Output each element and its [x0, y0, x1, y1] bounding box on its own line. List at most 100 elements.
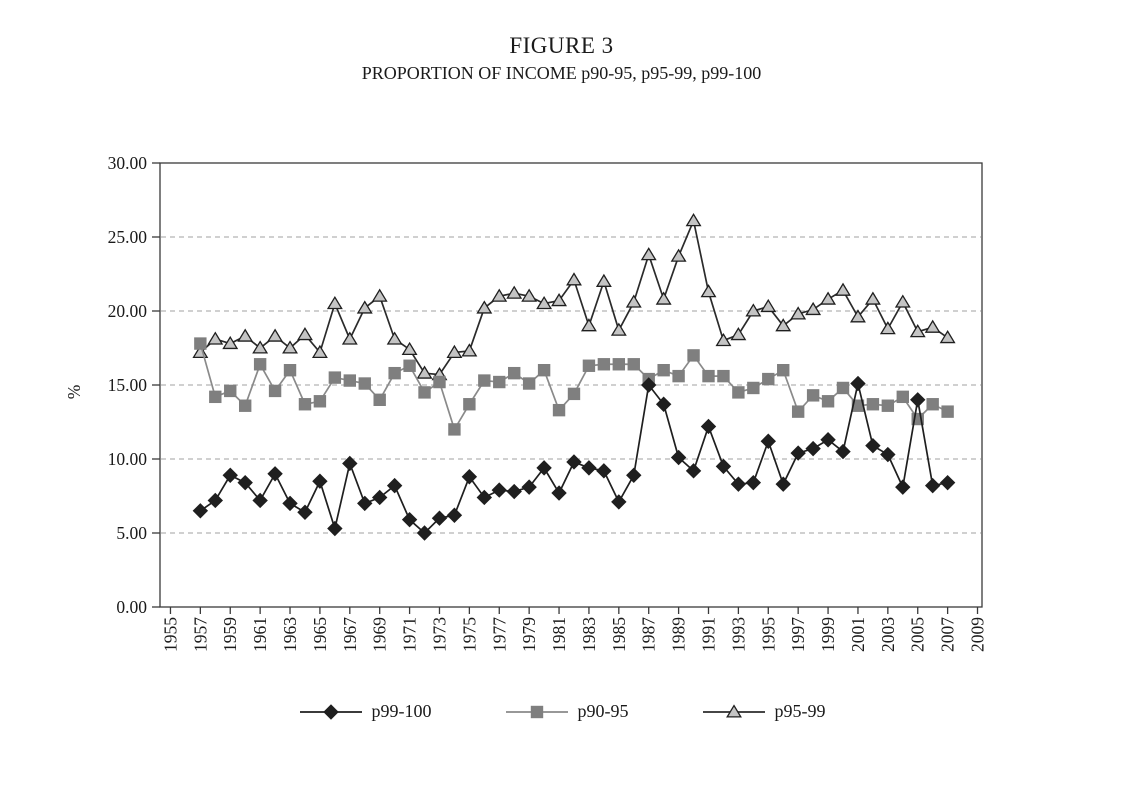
y-tick-label: 20.00 — [108, 301, 148, 321]
x-tick-label: 1991 — [698, 617, 718, 652]
diamond-marker-icon — [192, 503, 209, 519]
diamond-marker-icon — [342, 455, 358, 472]
triangle-marker-icon — [386, 331, 403, 345]
diamond-marker-icon — [820, 432, 836, 448]
square-marker-icon — [418, 386, 431, 399]
triangle-marker-icon — [580, 318, 597, 332]
diamond-marker-icon — [357, 495, 373, 512]
diamond-marker-icon — [416, 525, 433, 541]
diamond-marker-icon — [655, 396, 672, 412]
square-marker-icon — [717, 369, 730, 383]
x-tick-label: 1993 — [728, 617, 748, 652]
diamond-marker-icon — [207, 492, 224, 509]
square-marker-icon — [926, 398, 939, 411]
square-marker-icon — [836, 381, 850, 395]
diamond-marker-icon — [551, 485, 567, 501]
square-marker-icon — [224, 384, 237, 398]
x-tick-label: 2001 — [848, 617, 868, 652]
x-tick-label: 1959 — [220, 617, 240, 652]
triangle-marker-icon — [775, 318, 792, 332]
square-marker-icon — [597, 358, 611, 371]
legend-label: p95-99 — [774, 701, 826, 721]
x-tick-label: 1981 — [549, 617, 569, 652]
square-marker-icon — [238, 399, 252, 412]
x-tick-label: 2005 — [908, 617, 928, 652]
diamond-marker-icon — [939, 474, 956, 491]
diamond-marker-icon — [596, 463, 612, 479]
square-marker-icon — [268, 384, 282, 398]
diamond-marker-icon — [850, 375, 866, 392]
legend-swatch-triangle-icon — [702, 703, 765, 718]
square-marker-icon — [791, 405, 805, 418]
x-tick-label: 1995 — [758, 617, 778, 652]
legend-swatch-diamond-icon — [299, 703, 362, 720]
y-axis: 0.00 5.00 10.00 15.00 20.00 25.00 30.00 — [108, 153, 160, 617]
square-marker-icon — [747, 381, 760, 395]
triangle-marker-icon — [297, 327, 313, 341]
square-marker-icon — [358, 377, 371, 390]
triangle-marker-icon — [282, 340, 298, 354]
triangle-marker-icon — [566, 272, 582, 286]
x-tick-label: 1969 — [370, 617, 390, 652]
diamond-marker-icon — [715, 458, 732, 475]
triangle-marker-icon — [725, 703, 742, 718]
x-tick-label: 1955 — [160, 617, 180, 652]
square-marker-icon — [941, 405, 954, 418]
square-marker-icon — [552, 403, 566, 417]
triangle-marker-icon — [745, 303, 762, 317]
x-tick-label: 1987 — [639, 617, 659, 652]
square-marker-icon — [687, 349, 700, 362]
x-tick-label: 1989 — [669, 617, 689, 652]
diamond-marker-icon — [760, 433, 776, 449]
x-tick-label: 1983 — [579, 617, 599, 652]
triangle-marker-icon — [610, 322, 627, 336]
triangle-marker-icon — [491, 288, 508, 302]
triangle-marker-icon — [625, 294, 642, 308]
diamond-marker-icon — [491, 482, 507, 498]
triangle-marker-icon — [476, 300, 493, 314]
triangle-marker-icon — [536, 295, 553, 310]
series-markers-p90-95 — [194, 337, 954, 436]
diamond-marker-icon — [626, 467, 642, 483]
square-marker-icon — [463, 398, 476, 411]
triangle-marker-icon — [326, 295, 343, 310]
diamond-marker-icon — [237, 474, 253, 491]
triangle-marker-icon — [207, 331, 224, 345]
diamond-marker-icon — [461, 469, 478, 485]
x-tick-label: 1961 — [250, 617, 270, 652]
square-marker-icon — [582, 359, 596, 372]
diamond-marker-icon — [730, 476, 747, 492]
x-tick-label: 1985 — [609, 617, 629, 652]
diamond-marker-icon — [371, 489, 388, 506]
square-marker-icon — [702, 369, 715, 383]
square-marker-icon — [672, 369, 685, 383]
triangle-marker-icon — [820, 291, 837, 305]
y-tick-label: 30.00 — [108, 153, 148, 173]
triangle-marker-icon — [461, 343, 478, 357]
legend-swatch-square-icon — [505, 705, 568, 718]
diamond-marker-icon — [401, 511, 418, 528]
square-marker-icon — [881, 399, 895, 412]
triangle-marker-icon — [401, 341, 418, 356]
square-marker-icon — [627, 358, 640, 371]
triangle-marker-icon — [685, 213, 702, 227]
legend-label: p90-95 — [577, 701, 629, 721]
square-marker-icon — [911, 412, 924, 426]
diamond-marker-icon — [322, 703, 339, 720]
square-marker-icon — [896, 390, 909, 404]
triangle-marker-icon — [864, 291, 881, 305]
square-marker-icon — [821, 395, 835, 408]
triangle-marker-icon — [551, 292, 567, 307]
square-marker-icon — [567, 387, 581, 401]
diamond-marker-icon — [835, 443, 851, 460]
x-tick-label: 2007 — [938, 617, 958, 652]
diamond-marker-icon — [267, 466, 283, 482]
series-markers-p95-99 — [192, 213, 956, 381]
square-marker-icon — [388, 366, 401, 380]
series-markers-p99-100 — [192, 375, 956, 541]
square-marker-icon — [777, 364, 790, 377]
diamond-marker-icon — [700, 418, 717, 435]
square-marker-icon — [806, 389, 820, 402]
triangle-marker-icon — [700, 284, 717, 298]
